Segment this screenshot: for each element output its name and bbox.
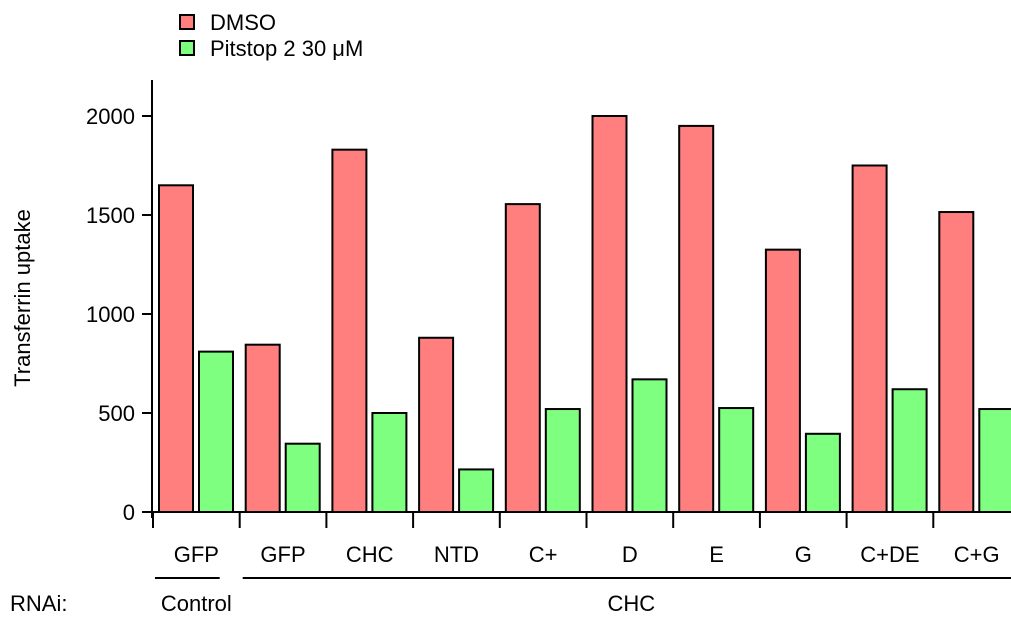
group-label-0: Control <box>161 591 232 616</box>
bar-dmso-3 <box>418 336 455 514</box>
y-tick-label-0: 0 <box>123 500 135 525</box>
x-tick-label-0: GFP <box>174 542 219 567</box>
bar-pitstop-3 <box>458 468 495 513</box>
bar-dmso-8 <box>851 164 888 513</box>
x-tick-label-8: C+DE <box>860 542 919 567</box>
bar-pitstop-2 <box>371 412 408 513</box>
y-tick-label-3: 1500 <box>86 203 135 228</box>
bar-pitstop-4 <box>544 408 581 514</box>
x-tick-label-7: G <box>795 542 812 567</box>
bar-dmso-4 <box>504 203 541 514</box>
bar-pitstop-5 <box>631 378 668 513</box>
y-tick-label-1: 500 <box>98 401 135 426</box>
x-tick-label-6: E <box>709 542 724 567</box>
bar-dmso-7 <box>764 248 801 513</box>
group-label-1: CHC <box>608 591 656 616</box>
bar-dmso-1 <box>244 343 281 513</box>
y-axis-label: Transferrin uptake <box>10 209 35 387</box>
bar-pitstop-7 <box>804 432 841 514</box>
x-tick-label-4: C+ <box>529 542 558 567</box>
bar-dmso-9 <box>938 211 975 513</box>
y-axis: Transferrin uptake 0 500 1000 1500 2000 <box>10 80 153 525</box>
bar-dmso-6 <box>678 124 715 514</box>
legend-label-1: Pitstop 2 30 μM <box>210 36 363 61</box>
y-tick-label-4: 2000 <box>86 104 135 129</box>
legend-swatch-1 <box>179 40 195 56</box>
x-tick-label-5: D <box>622 542 638 567</box>
bar-pitstop-9 <box>978 408 1011 514</box>
group-row-label: RNAi: <box>10 591 67 616</box>
x-tick-label-1: GFP <box>260 542 305 567</box>
x-tick-label-3: NTD <box>434 542 479 567</box>
bars <box>158 115 1011 514</box>
legend-label-0: DMSO <box>210 10 276 35</box>
bar-dmso-0 <box>158 184 194 514</box>
bar-dmso-5 <box>591 115 628 513</box>
bar-pitstop-1 <box>284 442 321 513</box>
legend-swatch-0 <box>179 14 195 30</box>
bar-pitstop-0 <box>198 350 234 513</box>
x-axis: GFP GFP CHC NTD C+ D E G C+DE C+G <box>152 511 1011 567</box>
x-tick-label-2: CHC <box>346 542 394 567</box>
bar-dmso-2 <box>331 148 368 513</box>
group-row: RNAi: Control CHC <box>10 577 1011 616</box>
bar-pitstop-8 <box>891 388 928 513</box>
y-tick-label-2: 1000 <box>86 302 135 327</box>
bar-pitstop-6 <box>718 407 755 513</box>
x-tick-label-9: C+G <box>954 542 1000 567</box>
